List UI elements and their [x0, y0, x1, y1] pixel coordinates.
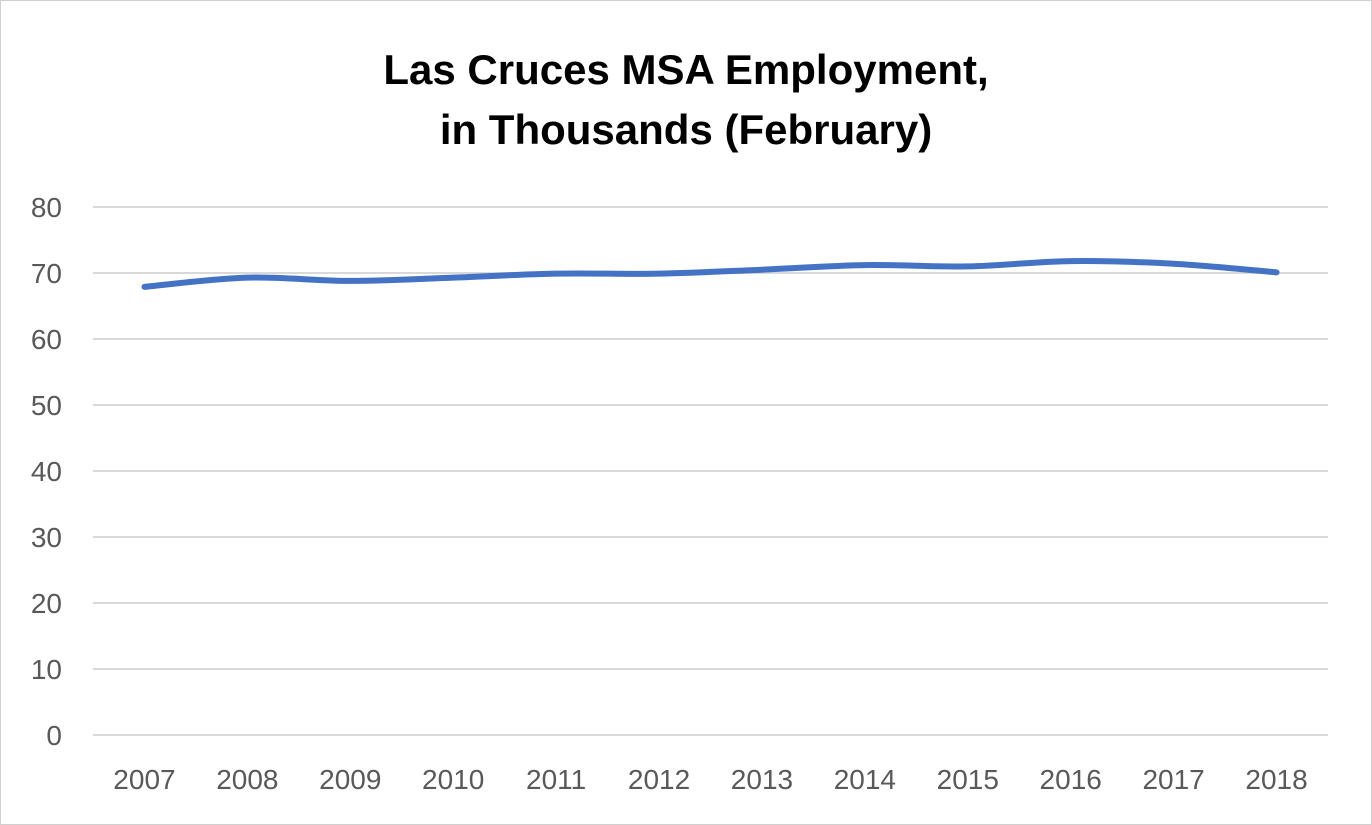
y-tick-label-80: 80 — [31, 192, 62, 223]
data-point-2008 — [244, 275, 250, 281]
data-point-2011 — [553, 271, 559, 277]
series-line-0 — [141, 258, 1280, 290]
data-point-2018 — [1274, 269, 1280, 275]
y-tick-label-70: 70 — [31, 258, 62, 289]
data-point-2013 — [759, 267, 765, 273]
data-point-2017 — [1171, 261, 1177, 267]
x-tick-label-2016: 2016 — [1040, 764, 1102, 795]
chart-title-line-1: Las Cruces MSA Employment, — [383, 46, 989, 93]
x-tick-label-2012: 2012 — [628, 764, 690, 795]
data-point-2010 — [450, 275, 456, 281]
y-tick-label-0: 0 — [46, 720, 62, 751]
x-tick-label-2007: 2007 — [113, 764, 175, 795]
x-tick-label-2018: 2018 — [1245, 764, 1307, 795]
data-point-2012 — [656, 271, 662, 277]
chart-title: Las Cruces MSA Employment, in Thousands … — [0, 40, 1372, 160]
y-tick-label-10: 10 — [31, 654, 62, 685]
x-tick-label-2017: 2017 — [1142, 764, 1204, 795]
data-point-2016 — [1068, 258, 1074, 264]
data-point-2007 — [141, 284, 147, 290]
y-tick-label-50: 50 — [31, 390, 62, 421]
data-point-2009 — [347, 278, 353, 284]
x-tick-label-2015: 2015 — [937, 764, 999, 795]
data-point-2014 — [862, 262, 868, 268]
x-tick-label-2014: 2014 — [834, 764, 896, 795]
data-point-2015 — [965, 263, 971, 269]
x-tick-label-2009: 2009 — [319, 764, 381, 795]
y-tick-label-20: 20 — [31, 588, 62, 619]
y-tick-label-40: 40 — [31, 456, 62, 487]
chart-title-line-2: in Thousands (February) — [439, 106, 933, 153]
x-tick-label-2010: 2010 — [422, 764, 484, 795]
y-tick-label-60: 60 — [31, 324, 62, 355]
x-tick-label-2008: 2008 — [216, 764, 278, 795]
y-tick-label-30: 30 — [31, 522, 62, 553]
x-tick-label-2011: 2011 — [526, 764, 586, 795]
x-tick-label-2013: 2013 — [731, 764, 793, 795]
